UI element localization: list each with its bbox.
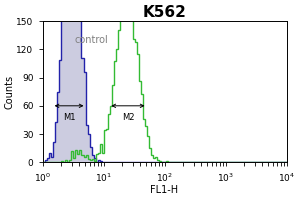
Polygon shape xyxy=(43,0,286,162)
X-axis label: FL1-H: FL1-H xyxy=(151,185,178,195)
Text: M2: M2 xyxy=(122,113,134,122)
Text: M1: M1 xyxy=(63,113,75,122)
Y-axis label: Counts: Counts xyxy=(5,75,15,109)
Title: K562: K562 xyxy=(142,5,187,20)
Text: control: control xyxy=(74,35,108,45)
